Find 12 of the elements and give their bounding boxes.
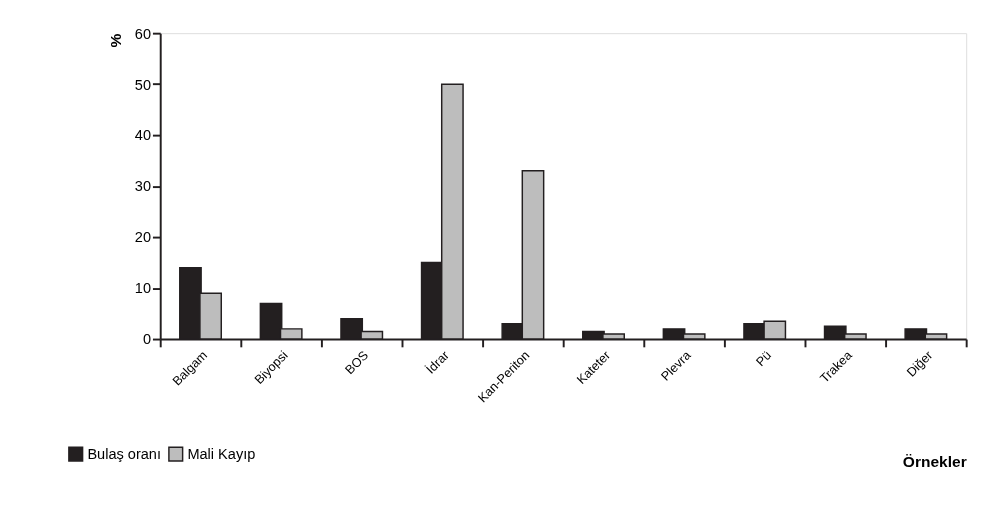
- y-tick-label: 40: [134, 127, 151, 144]
- legend-label: Mali Kayıp: [187, 445, 256, 462]
- y-tick-label: 60: [134, 25, 151, 42]
- y-tick-label: 20: [134, 229, 151, 246]
- x-tick-label: Pü: [753, 348, 775, 370]
- x-axis-title: Örnekler: [902, 452, 967, 470]
- y-tick-label: 0: [142, 331, 151, 348]
- y-tick-label: 10: [134, 280, 151, 297]
- y-axis-title: %: [106, 33, 124, 48]
- legend-label: Bulaş oranı: [87, 445, 161, 462]
- y-tick-label: 50: [134, 76, 151, 93]
- y-tick-label: 30: [134, 178, 151, 195]
